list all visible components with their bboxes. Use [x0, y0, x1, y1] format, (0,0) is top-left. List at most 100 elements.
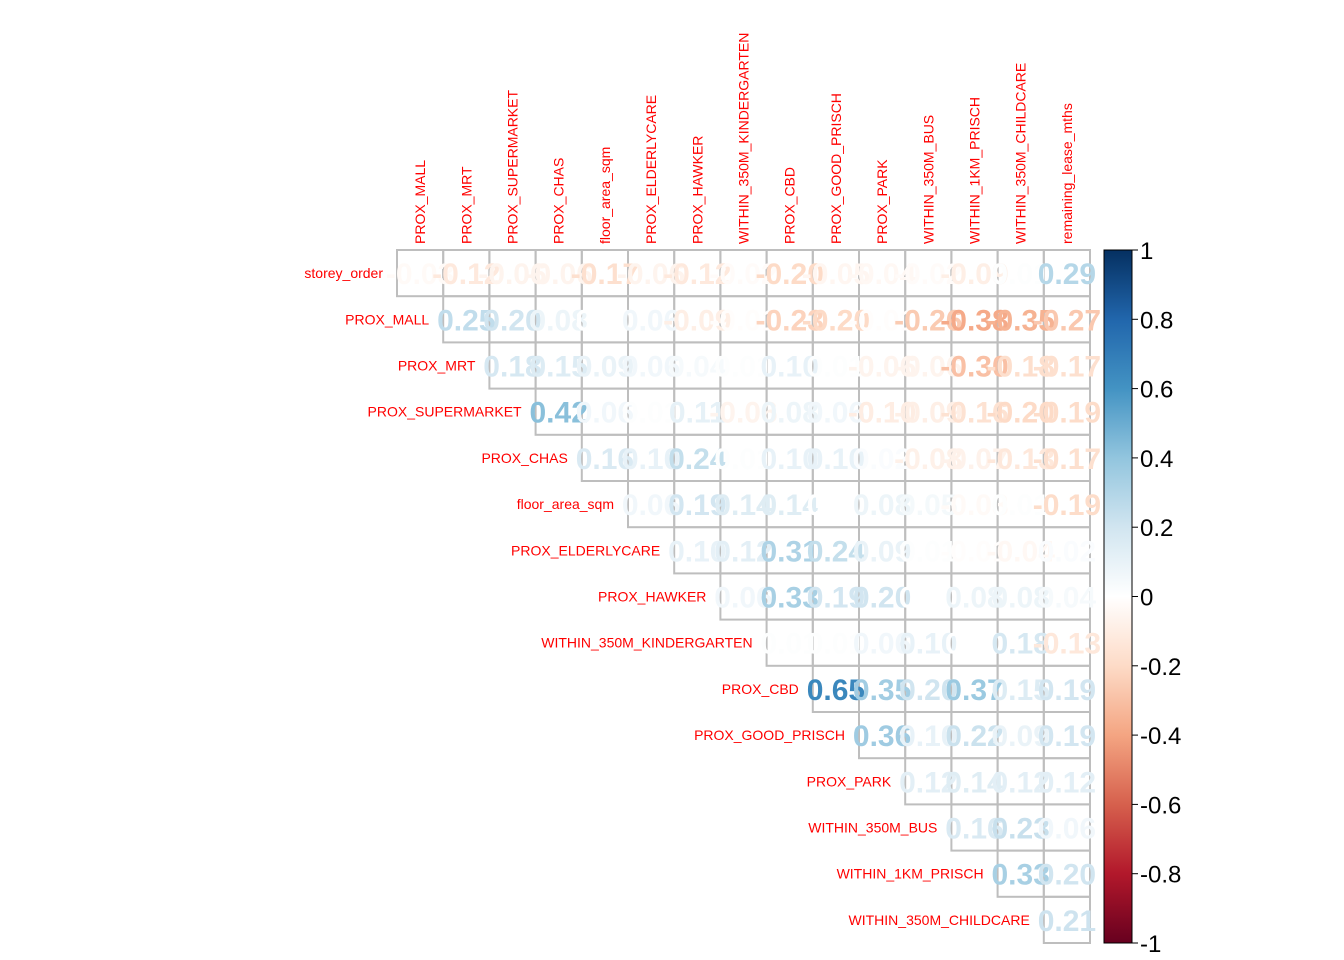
cell-value: -0.06: [617, 258, 685, 291]
cell-value: 0.31: [761, 535, 819, 568]
cell-value: 0.09: [576, 351, 634, 384]
cell-values: -0.03-0.12-0.06-0.06-0.17-0.06-0.12-0.02…: [386, 258, 1101, 938]
cell-value: -0.04: [848, 258, 917, 291]
cell-value: 0.23: [992, 813, 1050, 846]
cell-value: 0.11: [669, 397, 726, 430]
cell-value: 0.20: [483, 304, 541, 337]
cell-value: -0.13: [987, 443, 1055, 476]
cell-value: -0.07: [940, 443, 1008, 476]
cell-value: 0.10: [622, 443, 680, 476]
colorbar-tick-label: -1: [1140, 931, 1161, 958]
column-label: PROX_CBD: [782, 167, 798, 244]
cell-value: 0.08: [853, 489, 911, 522]
cell-value: 0.06: [714, 582, 772, 615]
cell-value: 0.06: [622, 351, 680, 384]
cell-value: 0.01: [761, 628, 819, 661]
row-label: WITHIN_350M_BUS: [808, 820, 937, 836]
cell-value: -0.01: [709, 304, 777, 337]
column-label: PROX_MALL: [412, 160, 428, 244]
grid-cell: [1042, 895, 1092, 944]
cell-value: 0.08: [945, 582, 1003, 615]
cell-value: -0.02: [709, 258, 777, 291]
cell-value: 0.01: [714, 351, 772, 384]
cell-value: 0.10: [668, 535, 726, 568]
cell-value: 0.12: [899, 766, 957, 799]
row-label: WITHIN_1KM_PRISCH: [837, 866, 984, 882]
cell-value: -0.01: [848, 304, 916, 337]
cell-value: 0.00: [899, 582, 957, 615]
cell-value: -0.38: [940, 304, 1008, 337]
cell-value: 0.12: [1038, 766, 1096, 799]
cell-value: -0.16: [940, 397, 1008, 430]
cell-value: 0.10: [807, 443, 865, 476]
colorbar-tick-label: -0.8: [1140, 862, 1181, 889]
row-label: PROX_HAWKER: [598, 589, 706, 605]
cell-value: -0.10: [848, 397, 916, 430]
cell-value: -0.09: [940, 258, 1008, 291]
cell-value: -0.08: [894, 443, 962, 476]
cell-value: -0.06: [525, 258, 593, 291]
cell-value: -0.12: [663, 258, 731, 291]
cell-value: 0.16: [945, 813, 1003, 846]
cell-value: -0.19: [1033, 397, 1101, 430]
cell-value: -0.20: [756, 258, 824, 291]
column-label: PROX_CHAS: [551, 158, 567, 244]
cell-value: 0.19: [807, 582, 865, 615]
cell-value: 0.00: [945, 628, 1003, 661]
cell-value: -0.35: [987, 304, 1055, 337]
cell-value: 0.06: [576, 397, 634, 430]
cell-value: 0.01: [807, 351, 865, 384]
cell-value: 0.19: [668, 489, 726, 522]
column-label: PROX_HAWKER: [689, 136, 705, 244]
cell-value: 0.10: [899, 628, 957, 661]
colorbar-ticks: 1 0.8 0.6 0.4 0.2 0 -0.2 -0.4 -0.6 -0.8 -1: [1132, 238, 1181, 958]
cell-value: -0.05: [802, 258, 870, 291]
row-label: PROX_CHAS: [481, 450, 567, 466]
cell-value: -0.20: [987, 397, 1055, 430]
colorbar-tick-label: 0.6: [1140, 377, 1173, 404]
cell-value: 0.08: [530, 304, 588, 337]
cell-value: 0.12: [714, 535, 772, 568]
grid-cells: [396, 249, 1092, 944]
cell-value: 0.18: [992, 628, 1050, 661]
row-label: WITHIN_350M_KINDERGARTEN: [541, 635, 752, 651]
column-label: remaining_lease_mths: [1059, 103, 1075, 244]
cell-value: 0.20: [853, 582, 911, 615]
cell-value: 0.02: [1038, 535, 1096, 568]
cell-value: 0.22: [945, 720, 1003, 753]
cell-value: 0.06: [853, 628, 911, 661]
cell-value: -0.03: [940, 489, 1008, 522]
column-label: floor_area_sqm: [597, 147, 613, 244]
cell-value: -0.23: [756, 304, 824, 337]
cell-value: -0.27: [1033, 304, 1101, 337]
cell-value: 0.24: [668, 443, 727, 476]
cell-value: -0.02: [894, 258, 962, 291]
cell-value: 0.10: [761, 351, 819, 384]
column-label: PROX_GOOD_PRISCH: [828, 93, 844, 244]
cell-value: -0.01: [940, 535, 1008, 568]
row-label: PROX_MALL: [345, 311, 429, 327]
cell-value: -0.18: [987, 351, 1055, 384]
column-label: WITHIN_1KM_PRISCH: [967, 97, 983, 244]
cell-value: -0.30: [940, 351, 1008, 384]
cell-value: 0.09: [853, 535, 911, 568]
row-label: PROX_SUPERMARKET: [368, 404, 522, 420]
colorbar-gradient: [1103, 249, 1133, 944]
cell-value: -0.03: [386, 258, 454, 291]
row-label: PROX_GOOD_PRISCH: [694, 727, 845, 743]
cell-value: 0.18: [483, 351, 541, 384]
cell-value: 0.05: [899, 489, 957, 522]
cell-value: 0.01: [714, 443, 772, 476]
cell-value: 0.14: [714, 489, 773, 522]
cell-value: 0.10: [761, 443, 819, 476]
cell-value: 0.09: [992, 720, 1050, 753]
cell-value: 0.35: [853, 674, 911, 707]
cell-value: 0.01: [899, 535, 957, 568]
cell-value: 0.24: [807, 535, 866, 568]
cell-value: 0.16: [576, 443, 634, 476]
cell-value: 0.14: [945, 766, 1004, 799]
cell-value: 0.19: [1038, 674, 1096, 707]
column-label: PROX_MRT: [458, 166, 474, 244]
cell-value: 0.20: [1038, 859, 1096, 892]
cell-value: 0.06: [622, 304, 680, 337]
